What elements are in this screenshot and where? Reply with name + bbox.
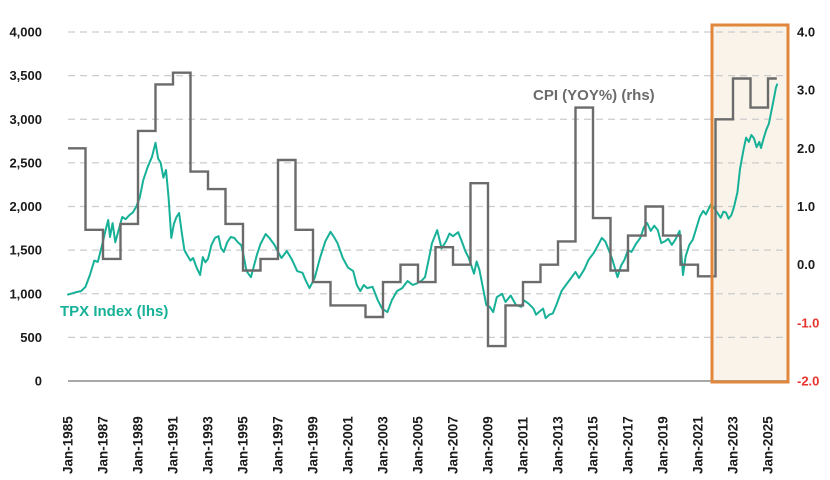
left-axis-tick: 0: [35, 374, 42, 389]
left-axis-tick: 4,000: [9, 25, 42, 40]
right-axis-tick: 2.0: [797, 141, 815, 156]
tpx-series-label: TPX Index (lhs): [60, 303, 168, 320]
right-axis-tick: 4.0: [797, 25, 815, 40]
left-axis-tick: 2,000: [9, 199, 42, 214]
x-axis-tick-labels: Jan-1985 Jan-1987 Jan-1989 Jan-1991 Jan-1993…: [61, 416, 776, 474]
right-axis-tick: -1.0: [797, 315, 819, 330]
x-axis-tick: Jan-2025: [761, 416, 776, 474]
x-axis-tick: Jan-2007: [446, 416, 461, 474]
x-axis-tick: Jan-1991: [166, 416, 181, 474]
left-axis-tick: 1,000: [9, 286, 42, 301]
left-axis-tick-labels: 0 500 1,000 1,500 2,000 2,500 3,000 3,500 4,000: [9, 25, 42, 389]
x-axis-tick: Jan-1995: [236, 416, 251, 474]
right-axis-tick: -2.0: [797, 374, 819, 389]
x-axis-tick: Jan-2009: [481, 416, 496, 474]
x-axis-tick: Jan-1999: [306, 416, 321, 474]
right-axis-tick: 1.0: [797, 199, 815, 214]
x-axis-tick: Jan-2015: [586, 416, 601, 474]
x-axis-tick: Jan-2005: [411, 416, 426, 474]
x-axis-tick: Jan-1987: [96, 416, 111, 474]
cpi-step-line: [68, 71, 777, 348]
right-axis-tick: 3.0: [797, 83, 815, 98]
x-axis-tick: Jan-1985: [61, 416, 76, 474]
cpi-series-label: CPI (YOY%) (rhs): [533, 87, 655, 104]
x-axis-tick: Jan-2003: [376, 416, 391, 474]
left-axis-tick: 3,500: [9, 68, 42, 83]
left-axis-tick: 2,500: [9, 155, 42, 170]
x-axis-tick: Jan-2001: [341, 416, 356, 474]
x-axis-tick: Jan-2023: [726, 416, 741, 474]
x-axis-tick: Jan-2017: [621, 416, 636, 474]
x-axis-tick: Jan-1997: [271, 416, 286, 474]
x-axis-tick: Jan-2019: [656, 416, 671, 474]
highlight-region-border: [710, 23, 790, 384]
highlight-region-border: [710, 23, 790, 384]
tpx-index-line: [67, 83, 779, 320]
right-axis-tick: 0.0: [797, 257, 815, 272]
x-axis-tick: Jan-2021: [691, 416, 706, 474]
series-lines: [67, 71, 779, 348]
x-axis-tick: Jan-1989: [131, 416, 146, 474]
x-axis-tick: Jan-1993: [201, 416, 216, 474]
left-axis-tick: 3,000: [9, 112, 42, 127]
left-axis-tick: 500: [20, 330, 42, 345]
x-axis-tick: Jan-2013: [551, 416, 566, 474]
right-axis-tick-labels: 4.0 3.0 2.0 1.0 0.0 -1.0 -2.0: [797, 25, 819, 389]
x-axis-tick: Jan-2011: [516, 416, 531, 474]
gridlines: [68, 31, 788, 339]
left-axis-tick: 1,500: [9, 243, 42, 258]
